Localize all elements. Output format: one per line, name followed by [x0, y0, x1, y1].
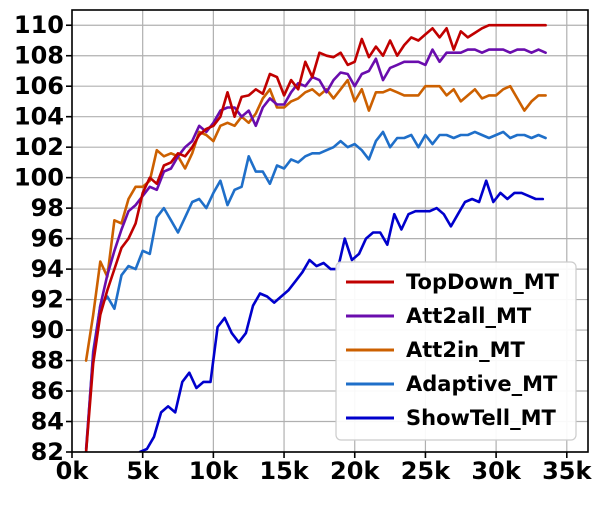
y-tick-label: 96 — [31, 225, 64, 253]
y-tick-label: 110 — [14, 11, 64, 39]
series-line-showtell-mt — [138, 179, 545, 452]
y-tick-label: 98 — [31, 194, 64, 222]
legend-label: ShowTell_MT — [406, 406, 556, 430]
series-line-adaptive-mt — [84, 130, 547, 452]
x-tick-label: 5k — [126, 457, 160, 485]
y-tick-label: 94 — [31, 255, 64, 283]
y-tick-label: 86 — [31, 377, 64, 405]
x-tick-label: 25k — [401, 457, 451, 485]
x-axis-ticks: 0k 5k 10k 15k 20k 25k 30k 35k — [56, 452, 593, 485]
x-tick-label: 15k — [259, 457, 309, 485]
legend-label: TopDown_MT — [406, 270, 560, 294]
series-lines — [84, 23, 547, 452]
series-line-att2in-mt — [84, 78, 547, 362]
plot-frame — [71, 9, 589, 453]
x-tick-label: 20k — [330, 457, 380, 485]
x-tick-label: 10k — [189, 457, 239, 485]
y-tick-label: 82 — [31, 438, 64, 466]
x-tick-label: 0k — [56, 457, 90, 485]
y-tick-label: 108 — [14, 42, 64, 70]
y-tick-label: 88 — [31, 347, 64, 375]
x-tick-label: 35k — [542, 457, 592, 485]
legend-box — [335, 261, 577, 441]
y-tick-label: 106 — [14, 72, 64, 100]
y-tick-label: 104 — [14, 103, 64, 131]
series-line-att2all-mt — [84, 48, 547, 451]
y-tick-label: 102 — [14, 133, 64, 161]
legend-label: Att2all_MT — [406, 304, 532, 328]
y-tick-label: 84 — [31, 408, 64, 436]
legend-label: Adaptive_MT — [406, 372, 558, 396]
legend-label: Att2in_MT — [406, 338, 525, 362]
legend: TopDown_MT Att2all_MT Att2in_MT Adaptive_MT… — [335, 261, 577, 441]
series-line-topdown-mt — [84, 23, 547, 452]
y-tick-label: 90 — [31, 316, 64, 344]
y-tick-label: 92 — [31, 286, 64, 314]
x-tick-label: 30k — [471, 457, 521, 485]
y-tick-label: 100 — [14, 164, 64, 192]
